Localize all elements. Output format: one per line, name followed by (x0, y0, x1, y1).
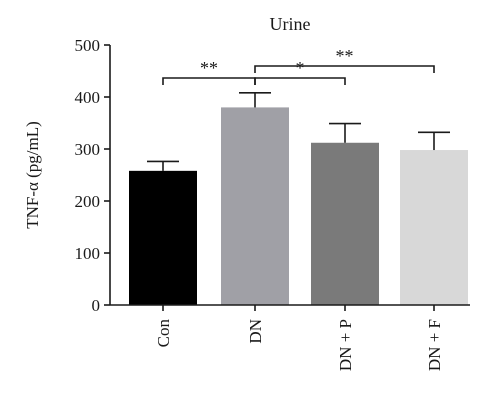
chart-title: Urine (270, 14, 311, 34)
bar-dn-f (400, 150, 468, 305)
category-label: Con (154, 319, 173, 348)
error-bar (418, 131, 450, 151)
y-tick-label: 400 (75, 88, 101, 107)
bar-dn (221, 107, 289, 306)
significance-label: * (296, 58, 305, 78)
y-tick-label: 300 (75, 140, 101, 159)
y-tick-label: 0 (92, 296, 101, 315)
significance-bracket: ** (162, 58, 256, 85)
significance-bracket: ** (254, 46, 435, 73)
y-axis-label: TNF-α (pg/mL) (23, 121, 42, 229)
significance-label: ** (200, 58, 218, 78)
bar-con (129, 170, 197, 305)
category-label: DN + F (425, 319, 444, 371)
y-tick-label: 500 (75, 36, 101, 55)
error-bar (329, 122, 361, 143)
category-label: DN (246, 319, 265, 344)
y-tick-label: 200 (75, 192, 101, 211)
error-bar (239, 92, 271, 108)
error-bar (147, 160, 179, 171)
category-label: DN + P (336, 319, 355, 371)
significance-bracket: * (254, 58, 346, 85)
y-tick-label: 100 (75, 244, 101, 263)
significance-label: ** (336, 46, 354, 66)
bar-dn-p (311, 142, 379, 305)
